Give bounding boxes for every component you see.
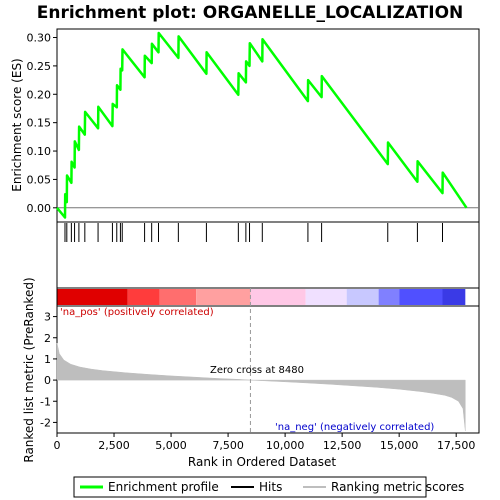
metric-y-tick-label: 3	[44, 311, 51, 324]
metric-y-label: Ranked list metric (PreRanked)	[22, 277, 36, 462]
rank-colorbar	[57, 289, 466, 305]
es-y-tick-label: 0.10	[27, 145, 52, 158]
pos-correlated-label: 'na_pos' (positively correlated)	[60, 307, 214, 318]
metric-y-tick-label: 2	[44, 332, 51, 345]
es-y-label: Enrichment score (ES)	[10, 58, 24, 191]
hits-group	[64, 223, 444, 242]
enrichment-profile-line	[56, 31, 468, 219]
x-tick-label: 15,000	[380, 439, 419, 452]
colorbar-segment	[399, 289, 443, 305]
colorbar-segment	[196, 289, 251, 305]
x-tick-label: 5,000	[155, 439, 187, 452]
ranking-metric-area	[56, 342, 466, 431]
x-tick-label: 2,500	[98, 439, 130, 452]
colorbar-segment	[127, 289, 160, 305]
es-panel-frame	[56, 28, 480, 223]
es-y-tick-label: 0.20	[27, 88, 52, 101]
x-tick-label: 10,000	[266, 439, 305, 452]
colorbar-segment	[346, 289, 379, 305]
metric-y-tick-label: -2	[40, 416, 51, 429]
metric-y-axis: -2 -1 0 1 2 3	[40, 311, 57, 429]
es-y-tick-label: 0.05	[27, 173, 52, 186]
es-y-tick-label: 0.30	[27, 32, 52, 45]
es-y-tick-label: 0.15	[27, 117, 52, 130]
colorbar-segment	[442, 289, 466, 305]
x-axis: 0 2,500 5,000 7,500 10,000 12,500 15,000 17,500	[54, 433, 476, 452]
colorbar-segment	[159, 289, 197, 305]
metric-y-tick-label: 0	[44, 374, 51, 387]
metric-y-tick-label: 1	[44, 353, 51, 366]
colorbar-segment	[57, 289, 128, 305]
metric-area-group	[56, 342, 466, 431]
colorbar-segment	[250, 289, 306, 305]
legend-metric-label: Ranking metric scores	[331, 480, 464, 494]
es-y-axis: 0.00 0.05 0.10 0.15 0.20 0.25 0.30	[27, 32, 57, 215]
colorbar-segment	[305, 289, 347, 305]
x-tick-label: 12,500	[323, 439, 362, 452]
es-y-tick-label: 0.25	[27, 60, 52, 73]
es-y-tick-label: 0.00	[27, 202, 52, 215]
x-tick-label: 7,500	[212, 439, 244, 452]
chart-title: Enrichment plot: ORGANELLE_LOCALIZATION	[37, 3, 464, 23]
legend-enrichment-label: Enrichment profile	[108, 480, 219, 494]
metric-y-tick-label: -1	[40, 395, 51, 408]
colorbar-segment	[378, 289, 400, 305]
x-tick-label: 0	[54, 439, 61, 452]
x-tick-label: 17,500	[437, 439, 476, 452]
x-axis-label: Rank in Ordered Dataset	[188, 455, 336, 469]
neg-correlated-label: 'na_neg' (negatively correlated)	[275, 422, 434, 433]
zero-cross-label: Zero cross at 8480	[210, 365, 304, 376]
es-curve-group	[56, 31, 468, 219]
legend-hits-label: Hits	[259, 480, 282, 494]
